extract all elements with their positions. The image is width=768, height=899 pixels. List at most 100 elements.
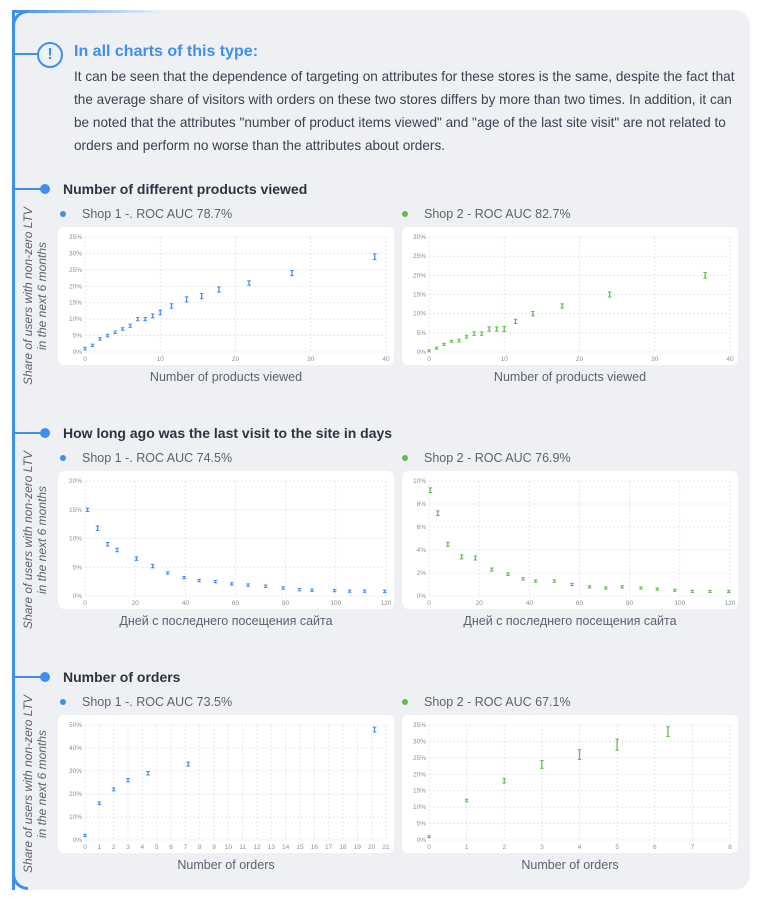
x-tick-label: 20 (132, 600, 140, 607)
chart-shop1: 0% 5% 10% 15% 20% 25% 30% 35% 0 10 20 30 40 (58, 227, 394, 365)
section-title: Number of different products viewed (63, 181, 308, 197)
frame-top-accent (12, 10, 162, 13)
x-tick-label: 3 (540, 844, 544, 851)
timeline-connector (15, 432, 43, 434)
y-tick-label: 10% (69, 814, 82, 821)
y-axis-label: Share of users with non-zero LTV in the n… (21, 694, 49, 874)
y-tick-label: 20% (413, 272, 426, 279)
y-tick-label: 30% (69, 250, 82, 257)
x-tick-label: 8 (728, 844, 732, 851)
y-tick-label: 30% (69, 768, 82, 775)
y-tick-label: 25% (413, 755, 426, 762)
chart-shop2: 0% 5% 10% 15% 20% 25% 30% 0 10 20 30 40 (402, 227, 738, 365)
y-tick-label: 5% (73, 564, 83, 571)
legend-label: Shop 2 - ROC AUC 67.1% (424, 695, 571, 709)
y-tick-label: 35% (69, 234, 82, 241)
legend-marker (60, 698, 66, 705)
x-tick-label: 18 (339, 844, 347, 851)
x-tick-label: 19 (354, 844, 362, 851)
timeline-connector (15, 188, 43, 190)
y-tick-label: 10% (69, 536, 82, 543)
y-tick-label: 15% (69, 300, 82, 307)
legend-marker (60, 454, 66, 461)
y-tick-label: 25% (413, 253, 426, 260)
x-tick-label: 20 (576, 356, 584, 363)
y-tick-label: 40% (69, 745, 82, 752)
y-tick-label: 2% (417, 570, 427, 577)
x-tick-label: 60 (576, 600, 584, 607)
x-tick-label: 21 (382, 844, 390, 851)
x-tick-label: 40 (182, 600, 190, 607)
x-tick-label: 11 (239, 844, 246, 851)
y-tick-label: 8% (417, 501, 427, 508)
x-tick-label: 0 (427, 844, 431, 851)
legend-shop2: Shop 2 - ROC AUC 82.7% (402, 207, 571, 221)
y-axis-label-line1: Share of users with non-zero LTV (21, 207, 35, 385)
exclamation-icon: ! (37, 42, 63, 68)
x-tick-label: 12 (253, 844, 261, 851)
x-tick-label: 120 (725, 600, 736, 607)
y-tick-label: 30% (413, 234, 426, 241)
x-axis-label: Дней с последнего посещения сайта (463, 614, 677, 628)
y-tick-label: 0% (73, 837, 83, 844)
timeline-connector (15, 676, 43, 678)
y-tick-label: 15% (413, 788, 426, 795)
y-axis-label: Share of users with non-zero LTV in the n… (21, 450, 49, 630)
legend-marker (402, 454, 408, 461)
chart-shop1: 0% 10% 20% 30% 40% 50% 0 1 2 3 4 5 6 7 8 9 10 11 12 13 14 15 1… (58, 715, 394, 853)
y-tick-label: 0% (73, 593, 83, 600)
y-axis-label-line1: Share of users with non-zero LTV (21, 695, 35, 873)
y-axis-label: Share of users with non-zero LTV in the n… (21, 206, 49, 386)
x-tick-label: 5 (615, 844, 619, 851)
y-axis-label-line2: in the next 6 months (35, 241, 49, 351)
section-title: How long ago was the last visit to the s… (63, 425, 393, 441)
y-tick-label: 0% (417, 593, 427, 600)
legend-label: Shop 1 -. ROC AUC 73.5% (82, 695, 233, 709)
x-tick-label: 16 (311, 844, 319, 851)
x-tick-label: 14 (282, 844, 290, 851)
x-tick-label: 10 (225, 844, 233, 851)
x-tick-label: 4 (578, 844, 582, 851)
x-tick-label: 20 (368, 844, 376, 851)
chart-shop1: 0% 5% 10% 15% 20% 0 20 40 60 80 100 120 (58, 471, 394, 609)
chart-shop2: 0% 2% 4% 6% 8% 10% 0 20 40 60 80 100 120 (402, 471, 738, 609)
x-tick-label: 0 (83, 844, 87, 851)
y-tick-label: 6% (417, 524, 427, 531)
y-tick-label: 10% (413, 478, 426, 485)
legend-marker (60, 210, 66, 217)
frame-corner (12, 10, 28, 26)
x-tick-label: 10 (157, 356, 165, 363)
y-tick-label: 10% (413, 804, 426, 811)
x-tick-label: 7 (184, 844, 188, 851)
x-tick-label: 8 (198, 844, 202, 851)
x-tick-label: 80 (626, 600, 634, 607)
legend-shop1: Shop 1 -. ROC AUC 78.7% (60, 207, 232, 221)
x-tick-label: 15 (296, 844, 304, 851)
y-tick-label: 30% (413, 738, 426, 745)
x-axis-label: Number of orders (521, 858, 619, 872)
legend-shop1: Shop 1 -. ROC AUC 74.5% (60, 451, 232, 465)
x-tick-label: 1 (465, 844, 469, 851)
x-tick-label: 40 (382, 356, 390, 363)
y-tick-label: 5% (417, 821, 427, 828)
timeline-dot (40, 672, 50, 682)
y-axis-label-line2: in the next 6 months (35, 729, 49, 839)
legend-label: Shop 1 -. ROC AUC 74.5% (82, 451, 233, 465)
y-tick-label: 10% (413, 311, 426, 318)
x-tick-label: 5 (155, 844, 159, 851)
x-tick-label: 2 (112, 844, 116, 851)
y-tick-label: 0% (73, 349, 83, 356)
y-tick-label: 0% (417, 349, 427, 356)
timeline-connector (15, 53, 39, 55)
x-tick-label: 0 (427, 356, 431, 363)
y-tick-label: 35% (413, 722, 426, 729)
x-tick-label: 2 (502, 844, 506, 851)
timeline-dot (40, 184, 50, 194)
x-tick-label: 9 (212, 844, 216, 851)
x-tick-label: 3 (126, 844, 130, 851)
legend-marker (402, 698, 408, 705)
y-axis-label-line1: Share of users with non-zero LTV (21, 451, 35, 629)
y-tick-label: 10% (69, 316, 82, 323)
note-title: In all charts of this type: (74, 43, 259, 60)
y-tick-label: 15% (69, 507, 82, 514)
